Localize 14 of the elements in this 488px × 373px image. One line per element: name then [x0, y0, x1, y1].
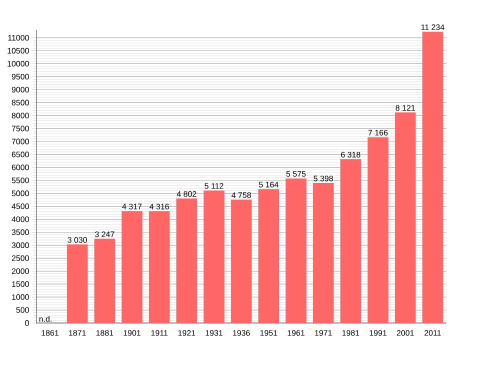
- bar: [368, 137, 388, 323]
- bar: [340, 159, 362, 323]
- bar: [94, 238, 116, 323]
- bar: [122, 211, 142, 323]
- bar: [422, 32, 444, 323]
- bar: [312, 183, 334, 323]
- bar: [176, 198, 198, 323]
- bar: [66, 244, 88, 323]
- bar: [258, 189, 280, 323]
- bar: [204, 190, 224, 323]
- bar: [286, 178, 306, 323]
- bar: [230, 200, 252, 323]
- bar: [148, 211, 170, 323]
- bar: [394, 112, 416, 323]
